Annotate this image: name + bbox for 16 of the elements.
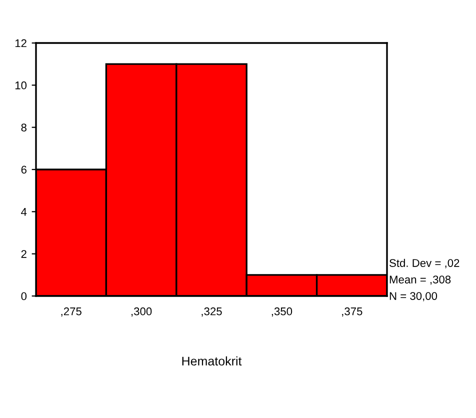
x-tick-label: ,325 <box>202 307 222 317</box>
x-tick-label: ,300 <box>131 307 152 317</box>
x-tick-label: ,275 <box>61 307 82 317</box>
x-axis-title: Hematokrit <box>182 356 242 366</box>
text: N = 30,00 <box>390 292 438 302</box>
x-tick-label: ,375 <box>342 307 362 317</box>
y-tick-label: 4 <box>21 208 27 216</box>
y-tick-label: 2 <box>21 250 26 258</box>
y-tick-label: 8 <box>21 124 26 132</box>
y-tick-label: 10 <box>15 81 27 90</box>
y-tick-label: 6 <box>21 166 26 174</box>
text: Std. Dev = ,02 <box>390 258 460 268</box>
y-tick-label: 0 <box>21 292 27 300</box>
text: Mean = ,308 <box>390 276 451 285</box>
y-tick-label: 12 <box>15 39 26 48</box>
x-tick-label: ,350 <box>272 307 292 317</box>
